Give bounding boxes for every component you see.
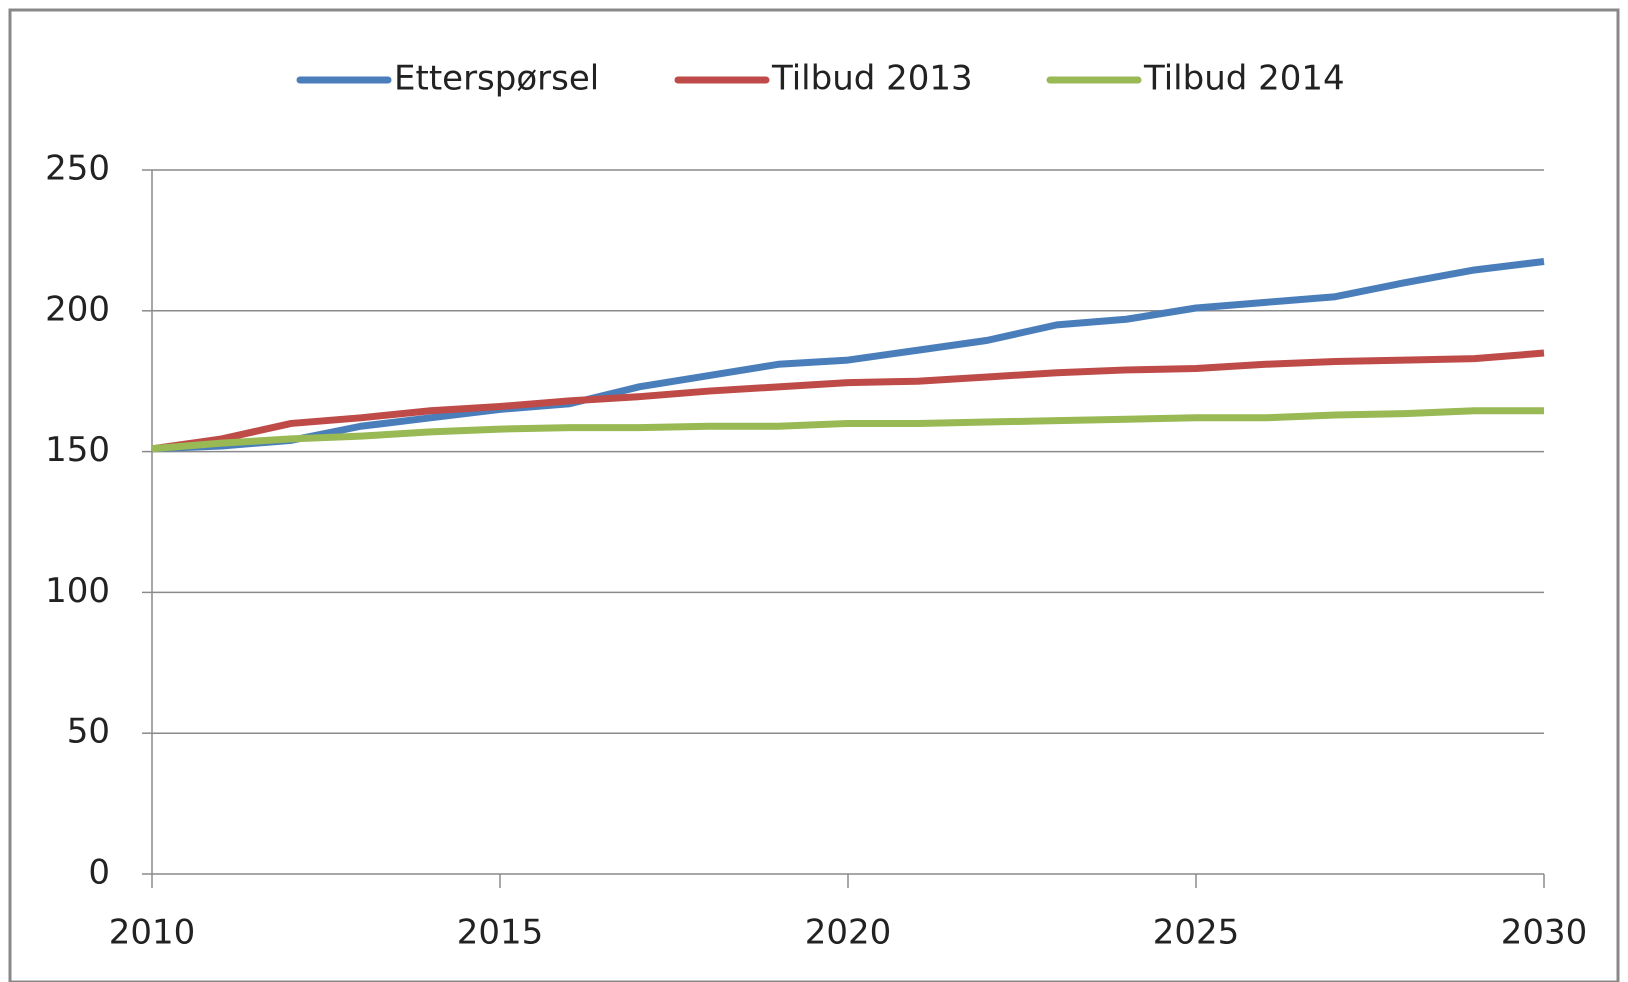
chart-frame xyxy=(8,8,1620,982)
legend-label: Tilbud 2013 xyxy=(771,59,973,99)
data-line xyxy=(151,407,1544,453)
y-tick-label: 100 xyxy=(45,571,110,611)
x-tick-label: 2020 xyxy=(805,913,892,953)
y-tick-label: 50 xyxy=(67,712,110,752)
y-tick-label: 200 xyxy=(45,289,110,329)
legend-label: Tilbud 2014 xyxy=(1143,59,1345,99)
legend-label: Etterspørsel xyxy=(394,59,599,99)
data-line xyxy=(151,349,1545,453)
x-tick-label: 2030 xyxy=(1501,913,1588,953)
y-tick-label: 250 xyxy=(45,149,110,189)
y-tick-label: 0 xyxy=(88,853,110,893)
data-line xyxy=(151,258,1545,453)
x-tick-label: 2015 xyxy=(457,913,544,953)
x-tick-label: 2025 xyxy=(1153,913,1240,953)
y-tick-label: 150 xyxy=(45,430,110,470)
x-tick-label: 2010 xyxy=(109,913,196,953)
